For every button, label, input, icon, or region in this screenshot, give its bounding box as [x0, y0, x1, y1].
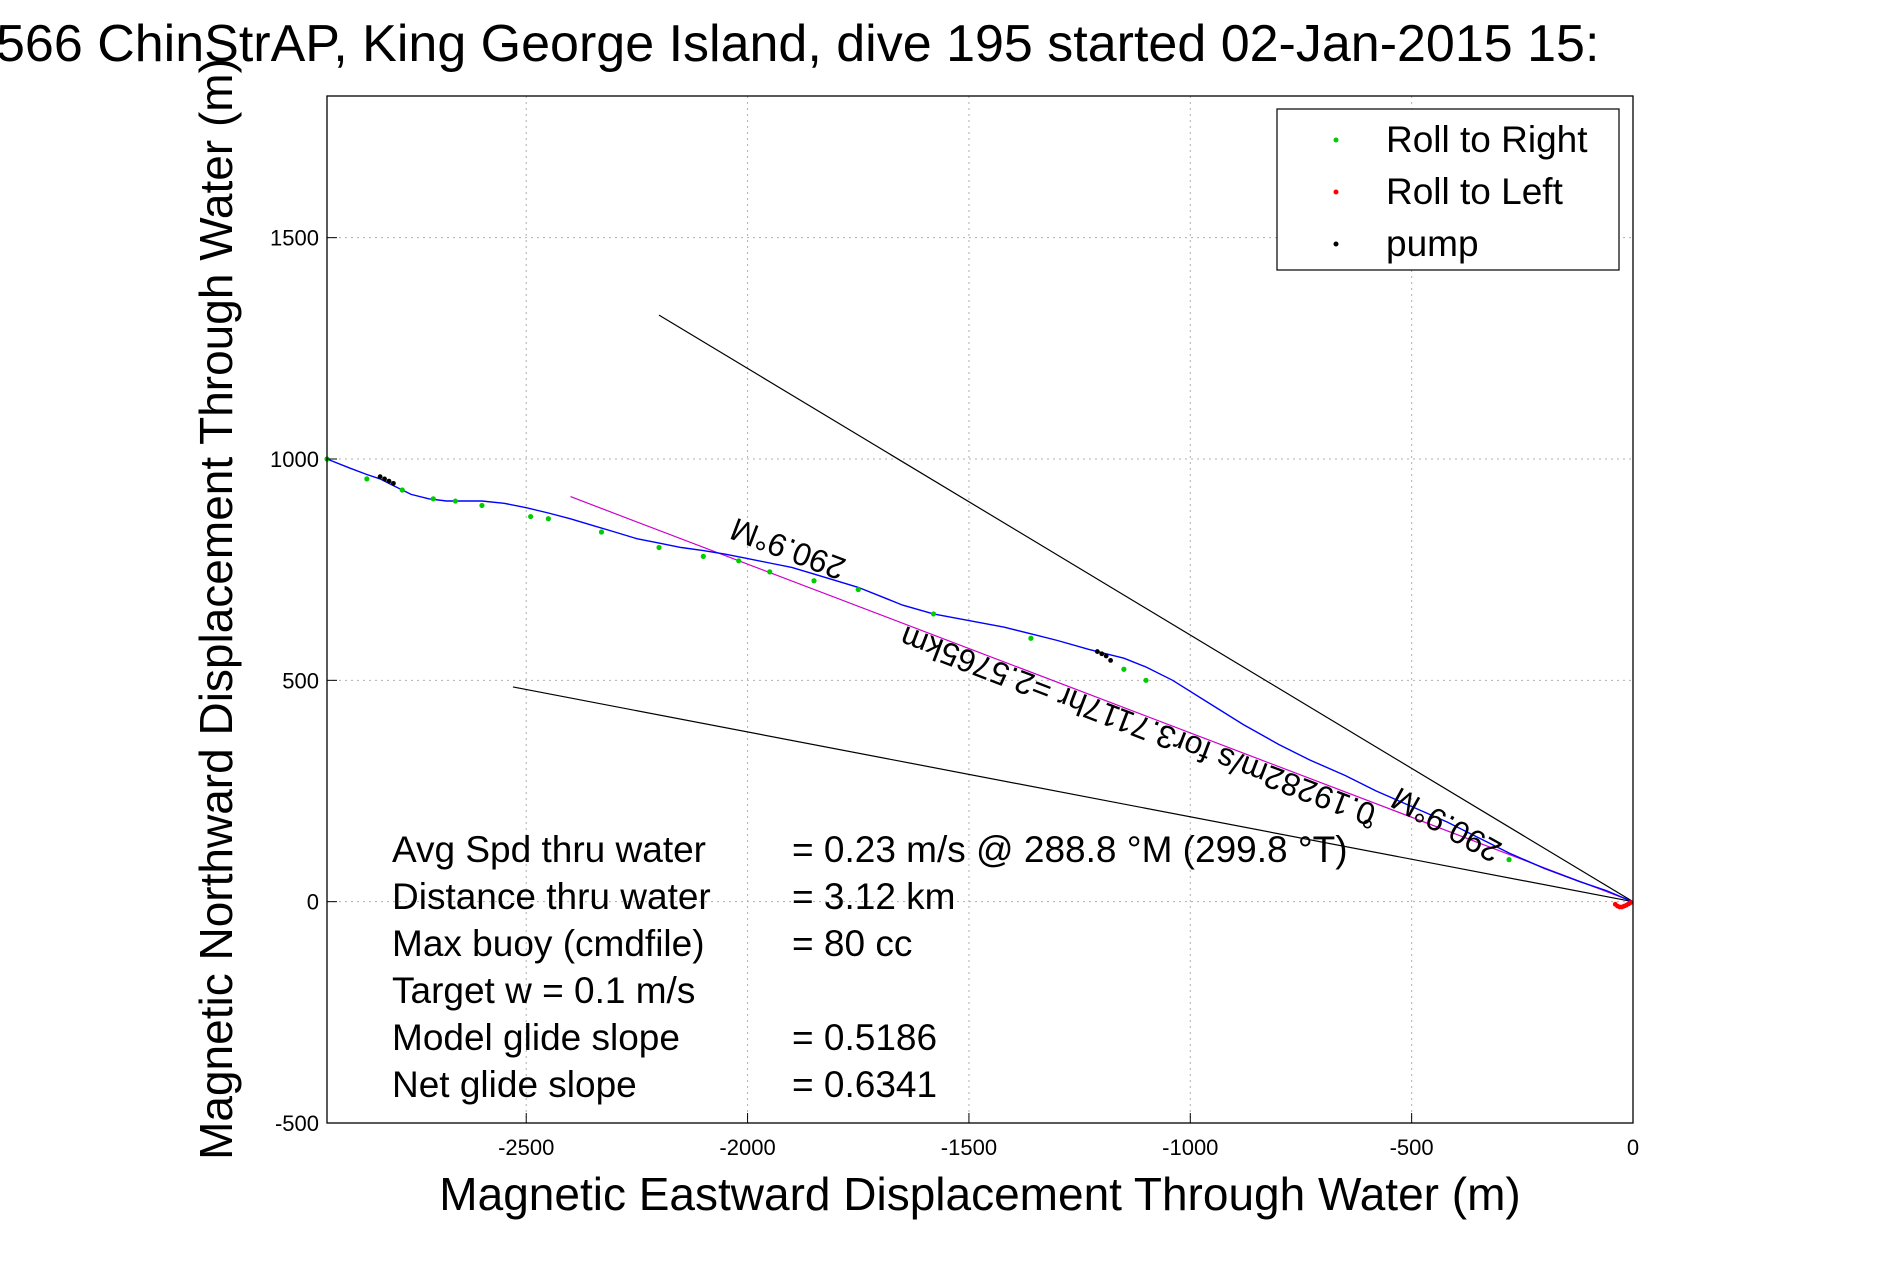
legend-label: Roll to Left [1386, 171, 1564, 212]
pump-point [1103, 653, 1109, 659]
stat-value: = 0.23 m/s @ 288.8 °M (299.8 °T) [792, 829, 1348, 870]
stat-label: Avg Spd thru water [392, 829, 706, 870]
y-tick-label: 1000 [270, 447, 319, 472]
annotation-label: 290.9°M [1385, 780, 1507, 869]
track-line [326, 458, 1634, 903]
roll-right-point [1121, 666, 1127, 672]
roll-right-point [399, 487, 405, 493]
annotation-label: 290.9°M [726, 511, 851, 587]
roll-right-point [452, 498, 458, 504]
legend-label: Roll to Right [1386, 119, 1588, 160]
annotation-label: 0.19282m/s for3.7117hr =2.5765km [895, 619, 1380, 833]
pump-point [377, 474, 383, 480]
track-layer [326, 458, 1634, 903]
y-tick-label: 500 [282, 668, 319, 693]
roll-right-point [528, 513, 534, 520]
x-axis-label: Magnetic Eastward Displacement Through W… [439, 1168, 1520, 1220]
roll-left-point [1612, 901, 1618, 907]
y-axis-label: Magnetic Northward Displacement Through … [190, 58, 242, 1160]
y-tick-label: -500 [275, 1111, 319, 1136]
legend-marker [1333, 189, 1339, 195]
reference-line [512, 686, 1634, 903]
stats-block: Avg Spd thru water = 0.23 m/s @ 288.8 °M … [392, 829, 1348, 1105]
roll-right-point [930, 611, 937, 617]
roll-right-point [545, 516, 551, 522]
roll-right-point [1028, 635, 1034, 641]
plot-frame [326, 95, 1634, 1124]
reference-line [658, 314, 1634, 903]
roll-right-point [767, 569, 773, 575]
pump-point [386, 478, 392, 484]
roll-right-point [1506, 857, 1512, 863]
reference-line [570, 496, 1634, 903]
stat-label: Distance thru water [392, 876, 711, 917]
x-tick-label: -500 [1390, 1135, 1434, 1160]
roll-right-point [598, 529, 605, 535]
x-tick-label: -2500 [498, 1135, 554, 1160]
x-tick-label: 0 [1627, 1135, 1639, 1160]
roll-right-point [430, 496, 436, 502]
y-tick-label: 1500 [270, 226, 319, 251]
pump-point [1094, 649, 1100, 654]
stat-value: = 0.6341 [792, 1064, 937, 1105]
roll-right-point [700, 553, 706, 559]
stat-label: Max buoy (cmdfile) [392, 923, 705, 964]
stat-value: = 80 cc [792, 923, 912, 964]
pump-point [1099, 651, 1105, 657]
legend-label: pump [1386, 223, 1479, 264]
roll-right-point [479, 502, 485, 509]
annotation-label: ° [1361, 813, 1374, 849]
pump-point [382, 476, 387, 482]
x-tick-label: -2000 [719, 1135, 775, 1160]
stat-label: Model glide slope [392, 1017, 680, 1058]
roll-right-point [736, 558, 742, 564]
y-tick-label: 0 [307, 890, 319, 915]
roll-right-point [1143, 677, 1149, 683]
legend-marker [1333, 241, 1339, 247]
roll-right-point [811, 578, 817, 584]
pump-point [1108, 658, 1113, 663]
pump-point [391, 480, 396, 486]
stat-value: = 0.5186 [792, 1017, 937, 1058]
roll-right-point [855, 586, 861, 593]
x-tick-label: -1500 [941, 1135, 997, 1160]
chart-title: 566 ChinStrAP, King George Island, dive … [0, 15, 1599, 73]
legend: Roll to Right Roll to Left pump [1276, 108, 1620, 271]
stat-label: Net glide slope [392, 1064, 637, 1105]
stat-value: = 3.12 km [792, 876, 956, 917]
ticks: -2500 -2000 -1500 -1000 -500 0 -500 0 500 1000 150… [270, 226, 1639, 1160]
x-tick-label: -1000 [1162, 1135, 1218, 1160]
roll-right-point [656, 544, 662, 551]
legend-marker [1333, 137, 1339, 143]
annotations: 290.9°M0.19282m/s for3.7117hr =2.5765km 2… [726, 511, 1507, 870]
markers-layer [324, 456, 1634, 910]
reference-lines [512, 314, 1634, 903]
roll-right-point [364, 476, 370, 482]
stat-label: Target w = 0.1 m/s [392, 970, 695, 1011]
